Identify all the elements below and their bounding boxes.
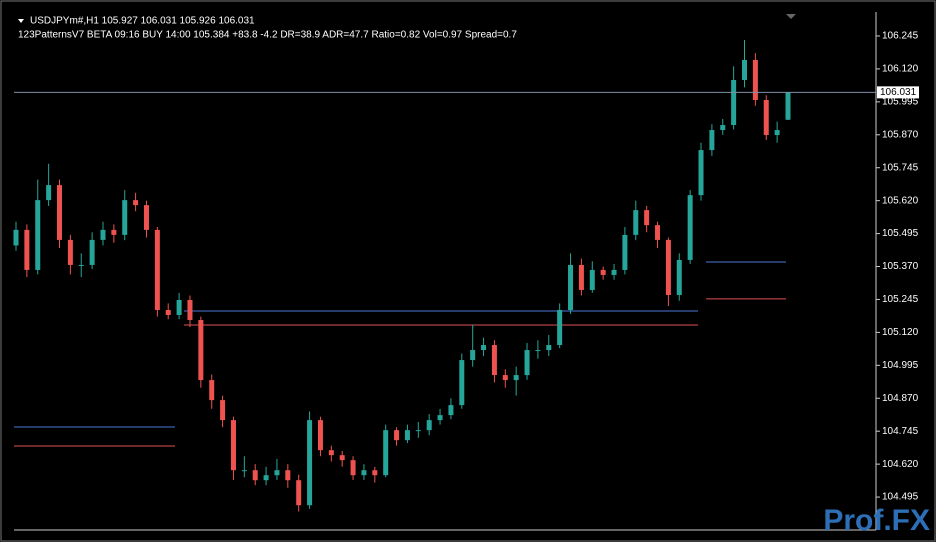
y-tick-label: 104.620 — [882, 459, 919, 470]
candle-body — [220, 400, 226, 421]
candle-body — [285, 470, 291, 481]
candle-body — [611, 269, 617, 275]
candle-body — [709, 130, 715, 151]
candle-body — [535, 350, 541, 352]
candle-body — [763, 100, 769, 136]
candle-body — [568, 264, 574, 310]
candle-body — [46, 185, 52, 201]
candle-body — [100, 229, 106, 240]
candle-body — [317, 420, 323, 451]
candle-body — [698, 150, 704, 196]
y-tick-label: 106.245 — [882, 31, 919, 42]
y-tick-label: 105.620 — [882, 195, 919, 206]
candle-body — [143, 205, 149, 230]
candle-body — [459, 360, 465, 406]
candle-body — [209, 380, 215, 401]
candle-body — [263, 475, 269, 481]
candle-body — [274, 470, 280, 476]
candle-body — [339, 455, 345, 461]
candle-body — [328, 450, 334, 456]
current-price-box — [877, 86, 919, 99]
candle-body — [633, 210, 639, 235]
candle-body — [470, 350, 476, 361]
y-tick-label: 105.120 — [882, 327, 919, 338]
candle-body — [296, 480, 302, 506]
chart-title: USDJPYm#,H1 105.927 106.031 105.926 106.… — [30, 16, 255, 27]
candle-body — [676, 259, 682, 295]
candle-body — [404, 430, 410, 441]
candle-body — [720, 125, 726, 131]
current-price-label: 106.031 — [880, 87, 917, 98]
y-tick-label: 105.495 — [882, 228, 919, 239]
shift-marker — [786, 14, 796, 19]
candle-body — [187, 299, 193, 321]
y-tick-label: 105.870 — [882, 129, 919, 140]
candle-body — [89, 239, 95, 265]
candle-body — [600, 269, 606, 275]
candle-body — [13, 229, 19, 246]
candle-body — [198, 320, 204, 381]
candle-body — [56, 185, 62, 240]
y-tick-label: 105.370 — [882, 261, 919, 272]
candle-body — [742, 59, 748, 80]
candle-body — [252, 470, 258, 481]
candle-body — [513, 375, 519, 381]
candle-body — [67, 239, 73, 265]
candle-body — [589, 269, 595, 290]
candle-body — [557, 309, 563, 346]
candle-body — [394, 430, 400, 441]
candle-body — [687, 195, 693, 260]
candle-body — [481, 345, 487, 351]
candle-body — [241, 470, 247, 472]
candle-body — [774, 130, 780, 136]
y-tick-label: 104.870 — [882, 393, 919, 404]
candle-body — [426, 420, 432, 431]
candle-body — [383, 430, 389, 476]
y-tick-label: 104.745 — [882, 426, 919, 437]
candle-body — [415, 430, 421, 432]
candle-body — [644, 210, 650, 226]
candle-body — [502, 375, 508, 381]
y-tick-label: 104.995 — [882, 360, 919, 371]
candle-body — [665, 239, 671, 295]
y-tick-label: 104.495 — [882, 492, 919, 503]
candle-body — [524, 350, 530, 376]
y-tick-label: 105.245 — [882, 294, 919, 305]
candle-body — [307, 420, 313, 506]
candle-body — [448, 405, 454, 416]
candle-body — [154, 229, 160, 310]
candle-body — [546, 345, 552, 351]
candle-body — [230, 420, 236, 471]
candle-body — [785, 92, 791, 120]
candle-body — [350, 460, 356, 476]
candle-body — [35, 200, 41, 270]
y-tick-label: 106.120 — [882, 64, 919, 75]
y-tick-label: 105.745 — [882, 162, 919, 173]
candle-body — [111, 229, 117, 235]
candle-body — [437, 415, 443, 421]
y-tick-label: 105.995 — [882, 96, 919, 107]
candle-body — [491, 345, 497, 376]
candle-body — [24, 229, 30, 270]
candle-body — [165, 309, 171, 316]
indicator-info: 123PatternsV7 BETA 09:16 BUY 14:00 105.3… — [18, 30, 517, 41]
candle-body — [578, 264, 584, 290]
candle-body — [133, 200, 139, 206]
candle-body — [655, 225, 661, 240]
candle-body — [731, 79, 737, 126]
candle-body — [372, 470, 378, 476]
watermark: Prof.FX — [823, 504, 930, 537]
candle-body — [752, 59, 758, 101]
candle-body — [361, 470, 367, 476]
candle-body — [622, 234, 628, 270]
candle-body — [176, 299, 182, 316]
candle-body — [78, 264, 84, 266]
candle-body — [122, 200, 128, 235]
menu-arrow[interactable] — [18, 19, 24, 23]
